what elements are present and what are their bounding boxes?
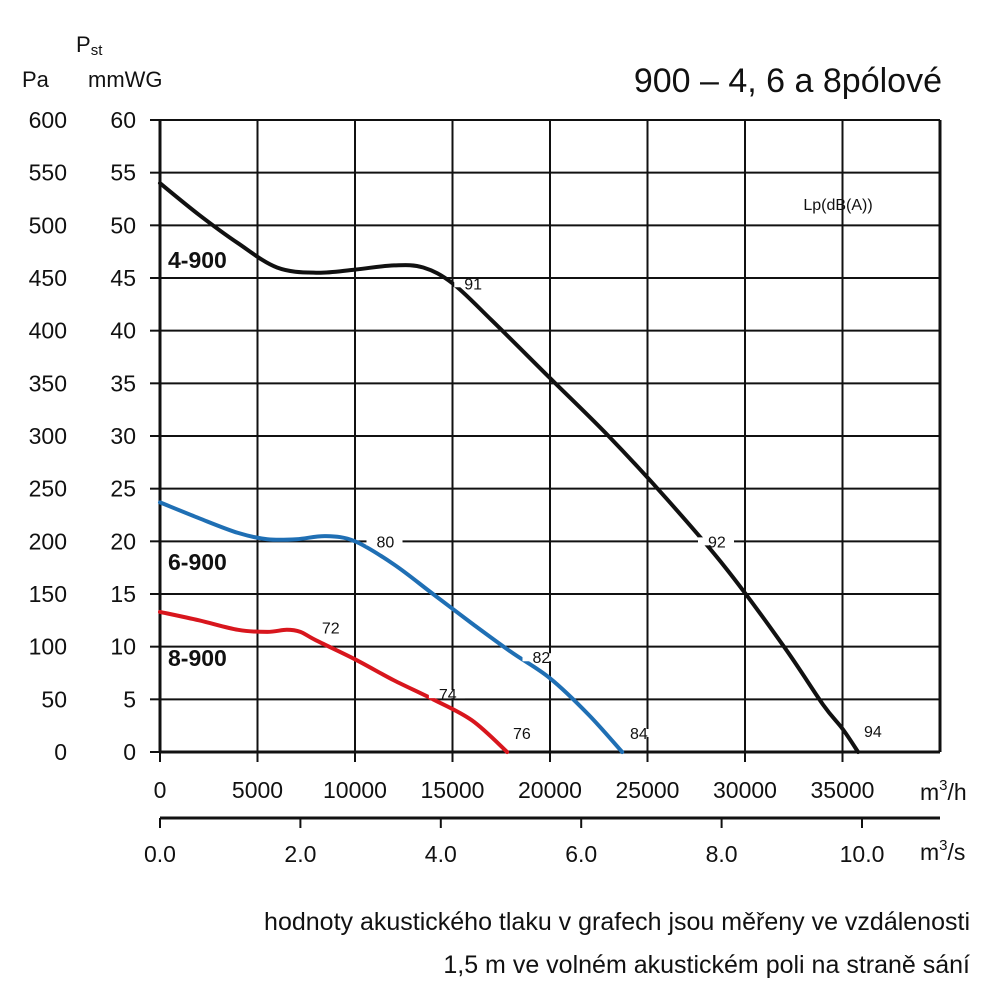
x2-tick-label-m3s: 6.0 — [565, 841, 597, 867]
y-tick-label-pa: 400 — [29, 318, 67, 344]
y-tick-label-mmwg: 35 — [110, 370, 136, 396]
y-tick-label-mmwg: 55 — [110, 160, 136, 186]
x-unit-bottom-exp: 3 — [939, 837, 947, 854]
series-label-8-900: 8-900 — [168, 645, 227, 671]
caption-line-1: hodnoty akustického tlaku v grafech jsou… — [264, 908, 970, 936]
y-tick-label-mmwg: 10 — [110, 634, 136, 660]
y-tick-label-pa: 250 — [29, 476, 67, 502]
caption-line-2: 1,5 m ve volném akustickém poli na stran… — [443, 951, 970, 979]
series-line-6-900 — [158, 500, 625, 754]
x-unit-top: m3/h — [920, 777, 967, 805]
y-tick-label-mmwg: 60 — [110, 107, 136, 133]
y-tick-label-mmwg: 50 — [110, 212, 136, 238]
x2-tick-label-m3s: 8.0 — [706, 841, 738, 867]
y-tick-label-mmwg: 0 — [123, 739, 136, 765]
x-axis-ticks: 0 5000 10000 15000 20000 25000 30000 35000 0.0 2.… — [144, 752, 940, 867]
y-tick-label-mmwg: 20 — [110, 528, 136, 554]
noise-level-value: 80 — [377, 534, 395, 551]
y-tick-label-mmwg: 25 — [110, 476, 136, 502]
x2-tick-label-m3s: 2.0 — [284, 841, 316, 867]
x-unit-bottom-den: /s — [948, 839, 966, 865]
y-tick-label-mmwg: 5 — [123, 686, 136, 712]
noise-level-value: 84 — [630, 726, 648, 743]
x-tick-label-m3h: 5000 — [232, 777, 283, 803]
y-tick-label-pa: 350 — [29, 370, 67, 396]
noise-level-value: 74 — [439, 687, 457, 704]
y-tick-label-pa: 0 — [54, 739, 67, 765]
noise-level-label: Lp(dB(A)) — [803, 197, 872, 214]
x-tick-label-m3h: 0 — [154, 777, 167, 803]
noise-level-value: 91 — [464, 276, 482, 293]
y-unit-left: Pa — [22, 67, 50, 92]
x2-tick-label-m3s: 4.0 — [425, 841, 457, 867]
noise-level-value: 94 — [864, 724, 882, 741]
y-axis-ticks: 0 0 50 5 100 10 150 15 200 20 250 25 300 30 350 35 400 40… — [29, 107, 160, 765]
y-tick-label-pa: 50 — [41, 686, 67, 712]
noise-level-value: 76 — [513, 726, 531, 743]
x-tick-label-m3h: 25000 — [616, 777, 680, 803]
noise-level-value: 72 — [322, 621, 340, 638]
y-tick-label-pa: 600 — [29, 107, 67, 133]
noise-level-value: 92 — [708, 534, 726, 551]
y-tick-label-pa: 550 — [29, 160, 67, 186]
x-unit-top-den: /h — [948, 779, 967, 805]
y-param-sub: st — [91, 42, 104, 59]
x-tick-label-m3h: 35000 — [811, 777, 875, 803]
y-tick-label-pa: 300 — [29, 423, 67, 449]
chart-title: 900 – 4, 6 a 8pólové — [634, 62, 942, 100]
series-label-4-900: 4-900 — [168, 247, 227, 273]
y-tick-label-pa: 100 — [29, 634, 67, 660]
y-tick-label-pa: 150 — [29, 581, 67, 607]
x-unit-bottom-base: m — [920, 839, 939, 865]
x2-tick-label-m3s: 0.0 — [144, 841, 176, 867]
noise-level-value: 82 — [533, 650, 551, 667]
x-unit-bottom: m3/s — [920, 837, 965, 865]
x-unit-top-base: m — [920, 779, 939, 805]
y-tick-label-pa: 500 — [29, 212, 67, 238]
series-line-8-900 — [158, 609, 510, 754]
x-unit-top-exp: 3 — [939, 777, 947, 794]
y-unit-right: mmWG — [88, 67, 163, 92]
x-tick-label-m3h: 15000 — [421, 777, 485, 803]
y-tick-label-mmwg: 15 — [110, 581, 136, 607]
series-layer: 4-900 91 92 94 6-900 80 82 84 8-900 72 74 76 — [158, 181, 890, 754]
y-tick-label-mmwg: 40 — [110, 318, 136, 344]
y-tick-label-pa: 450 — [29, 265, 67, 291]
x-tick-label-m3h: 10000 — [323, 777, 387, 803]
series-label-6-900: 6-900 — [168, 549, 227, 575]
series-line-4-900 — [158, 181, 861, 754]
y-param-label: Pst — [76, 32, 103, 59]
y-param-main: P — [76, 32, 91, 57]
x-tick-label-m3h: 20000 — [518, 777, 582, 803]
y-tick-label-pa: 200 — [29, 528, 67, 554]
y-tick-label-mmwg: 45 — [110, 265, 136, 291]
y-tick-label-mmwg: 30 — [110, 423, 136, 449]
x-tick-label-m3h: 30000 — [713, 777, 777, 803]
x2-tick-label-m3s: 10.0 — [840, 841, 885, 867]
